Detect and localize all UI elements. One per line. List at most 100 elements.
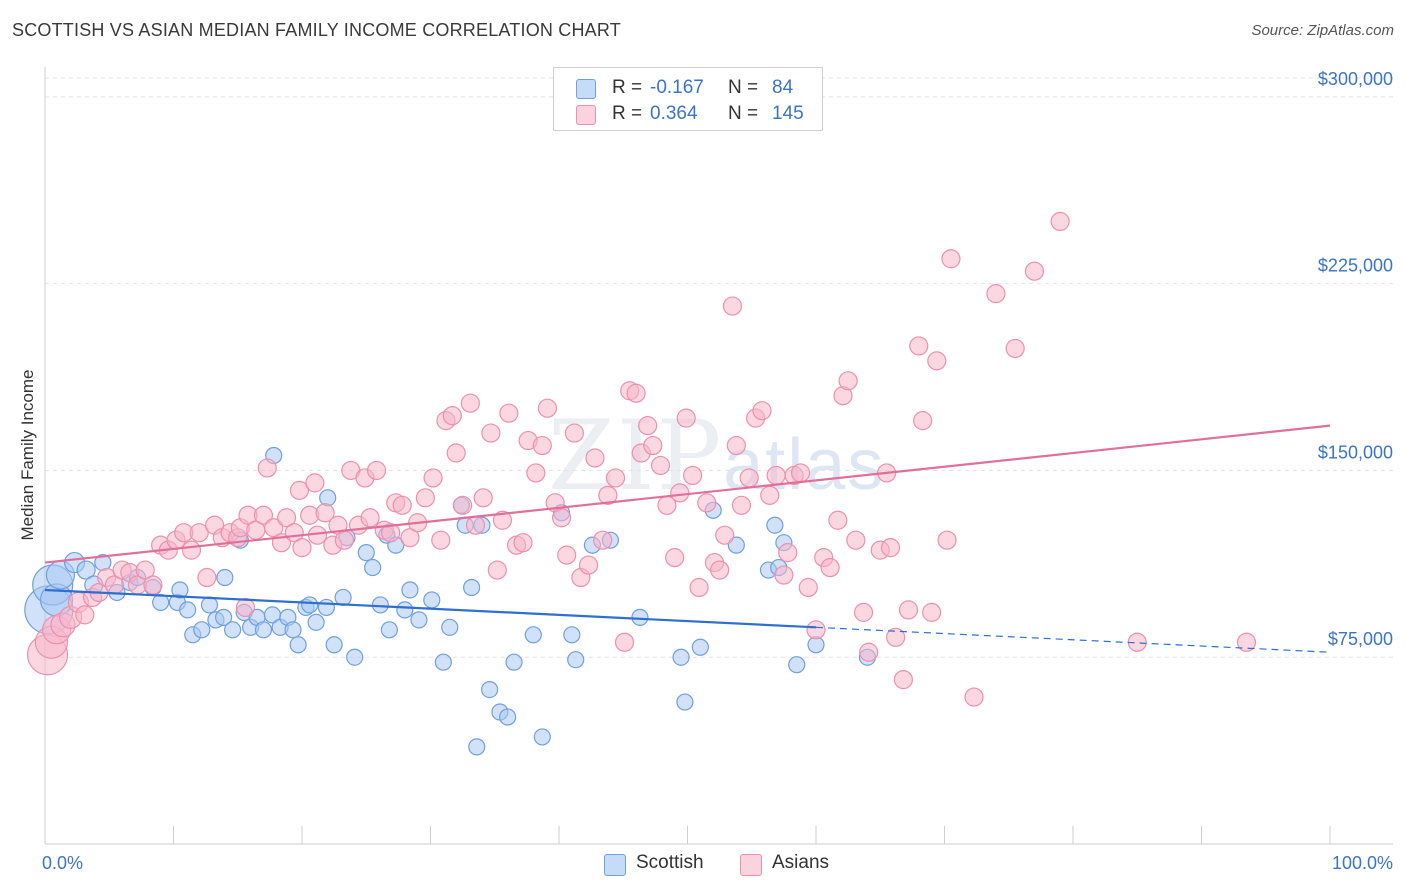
asians-point-86 <box>605 468 626 488</box>
asians-point-59 <box>431 530 451 550</box>
scottish-trend-extension <box>815 626 1331 653</box>
asians-point-63 <box>453 495 473 515</box>
scottish-point-12 <box>152 593 170 612</box>
asians-point-31 <box>253 505 274 525</box>
asians-point-49 <box>360 508 380 528</box>
asians-point-20 <box>181 540 202 560</box>
asians-point-98 <box>683 465 703 486</box>
scottish-point-40 <box>319 489 337 507</box>
scottish-point-35 <box>301 596 319 614</box>
asians-point-100 <box>697 493 717 513</box>
source-credit: Source: ZipAtlas.com <box>1251 22 1394 39</box>
asians-point-62 <box>446 443 466 463</box>
asians-point-96 <box>670 483 690 503</box>
scottish-point-67 <box>563 626 581 644</box>
scottish-point-74 <box>691 638 709 656</box>
asians-point-124 <box>853 602 874 622</box>
asians-point-141 <box>1024 261 1045 281</box>
scottish-point-53 <box>434 653 452 671</box>
x-tick-labels: 0.0% 100.0% <box>42 853 1393 873</box>
asians-point-50 <box>366 460 387 481</box>
asians-point-15 <box>143 575 163 595</box>
asians-point-78 <box>551 508 572 528</box>
asians-point-40 <box>289 480 310 500</box>
legend-label-asians: Asians <box>772 852 830 873</box>
asians-point-138 <box>964 687 984 707</box>
asians-point-74 <box>526 463 546 483</box>
asians-point-55 <box>400 528 420 548</box>
r-label: R = <box>612 103 643 124</box>
asians-point-95 <box>665 548 685 568</box>
scottish-point-27 <box>254 621 273 639</box>
asians-point-66 <box>473 488 493 508</box>
axes <box>44 67 1393 845</box>
asians-point-106 <box>731 495 752 515</box>
scottish-points <box>24 446 877 756</box>
scottish-point-68 <box>567 651 585 669</box>
asians-point-107 <box>739 468 759 488</box>
asians-point-72 <box>513 533 533 553</box>
scottish-point-38 <box>325 636 343 654</box>
scottish-point-71 <box>631 608 649 626</box>
scottish-point-32 <box>284 621 302 639</box>
asians-point-54 <box>392 495 412 515</box>
asians-point-75 <box>532 435 552 456</box>
asians-point-80 <box>564 423 585 443</box>
asians-point-45 <box>334 530 355 550</box>
asians-point-131 <box>898 600 919 620</box>
scottish-point-18 <box>200 596 219 614</box>
scottish-point-78 <box>766 516 784 534</box>
asians-point-64 <box>460 393 480 413</box>
asians-point-42 <box>315 503 335 523</box>
asians-point-132 <box>909 336 929 356</box>
asians-point-93 <box>650 455 671 476</box>
asians-point-67 <box>481 423 501 443</box>
stat-swatch-scottish <box>576 79 596 99</box>
asians-point-136 <box>937 530 957 550</box>
asians-point-128 <box>880 538 901 558</box>
asians-point-41 <box>305 473 325 493</box>
y-tick-label-3: $300,000 <box>1318 69 1393 89</box>
asians-point-97 <box>676 408 696 428</box>
asians-point-58 <box>423 468 443 488</box>
asians-point-14 <box>135 560 155 580</box>
asians-point-111 <box>766 465 786 486</box>
asians-point-122 <box>838 371 858 391</box>
asians-point-76 <box>537 398 558 418</box>
asians-point-6 <box>75 605 95 625</box>
asians-point-87 <box>614 632 635 652</box>
asians-point-135 <box>927 351 947 371</box>
asians-point-130 <box>893 670 913 690</box>
asians-point-32 <box>257 458 277 478</box>
asians-point-115 <box>790 463 811 483</box>
scottish-point-21 <box>216 568 234 587</box>
y-tick-label-1: $150,000 <box>1318 442 1393 462</box>
n-value: 84 <box>772 77 794 98</box>
stat-row-asians: R = 0.364 N = 145 <box>554 102 822 128</box>
asians-point-52 <box>381 523 401 543</box>
asians-point-144 <box>1236 632 1257 652</box>
asians-point-33 <box>264 518 284 538</box>
scottish-point-43 <box>357 544 375 562</box>
asians-point-37 <box>292 538 312 558</box>
asians-trend-line <box>44 424 1331 564</box>
scottish-point-33 <box>289 636 307 654</box>
scottish-point-73 <box>676 693 694 711</box>
asians-point-70 <box>499 403 519 423</box>
asians-point-69 <box>492 510 513 530</box>
asians-point-119 <box>820 557 840 578</box>
scottish-point-65 <box>533 728 551 746</box>
asians-point-110 <box>760 485 780 505</box>
scottish-point-22 <box>224 621 242 639</box>
scottish-point-42 <box>346 648 364 666</box>
asians-point-140 <box>1005 338 1025 359</box>
y-tick-label-2: $225,000 <box>1318 256 1393 276</box>
asians-point-22 <box>197 567 217 588</box>
scottish-point-72 <box>672 648 690 666</box>
asians-point-92 <box>643 435 663 456</box>
asians-point-116 <box>798 577 818 598</box>
scottish-point-81 <box>788 656 806 674</box>
scottish-point-50 <box>401 581 419 599</box>
asians-point-120 <box>828 510 848 530</box>
